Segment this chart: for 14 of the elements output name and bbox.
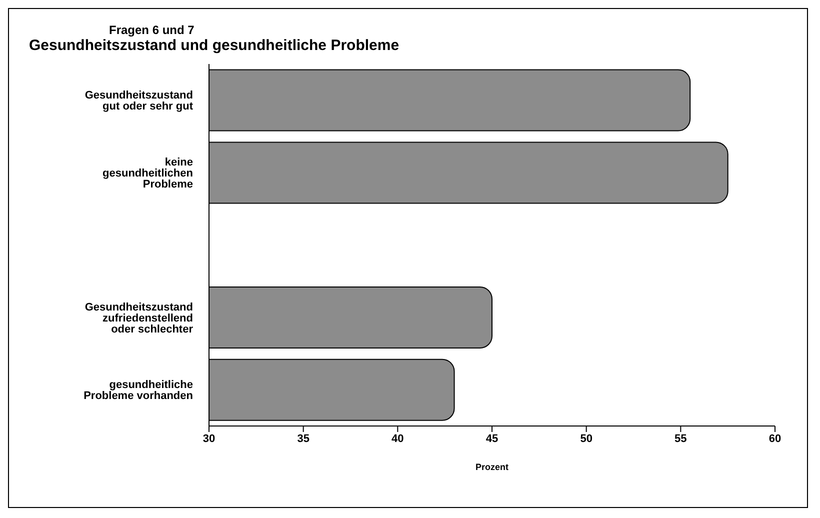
y-tick-label: Gesundheitszustand zufriedenstellend oder schlechter	[84, 301, 194, 336]
chart-title: Gesundheitszustand und gesundheitliche Probleme	[28, 37, 400, 54]
chart-subtitle: Fragen 6 und 7	[108, 22, 196, 37]
x-tick-label: 40	[392, 432, 404, 445]
x-axis-title: Prozent	[475, 462, 509, 472]
x-tick-label: 60	[768, 432, 782, 445]
x-tick-label: 55	[674, 432, 687, 445]
x-tick-label: 50	[580, 432, 592, 445]
y-tick-label: gesundheitliche Probleme vorhanden	[84, 379, 194, 402]
x-tick-label: 35	[297, 432, 310, 445]
y-tick-label: Gesundheitszustand gut oder sehr gut	[84, 90, 194, 113]
x-tick-label: 45	[486, 432, 498, 445]
y-tick-label: keine gesundheitlichen Probleme	[102, 156, 194, 191]
x-tick-label: 30	[202, 432, 216, 445]
